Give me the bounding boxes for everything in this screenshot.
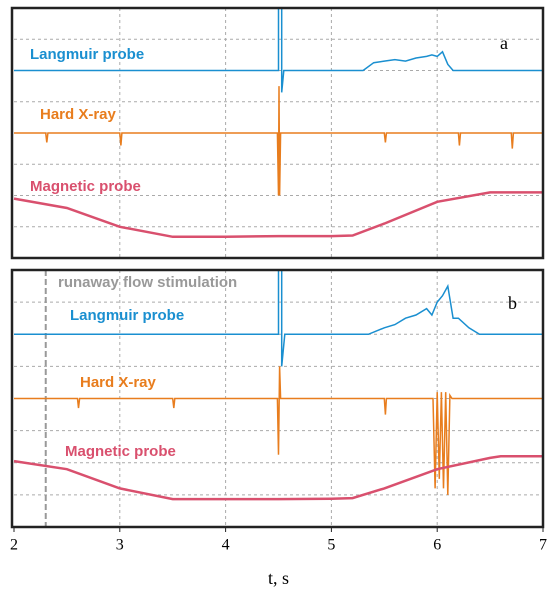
x-tick-label: 3 <box>116 537 124 554</box>
series-line <box>13 191 543 239</box>
x-tick-label: 6 <box>433 537 441 554</box>
series-label: Hard X-ray <box>80 374 157 391</box>
series-label: Langmuir probe <box>70 307 184 324</box>
series-label: Langmuir probe <box>30 46 144 63</box>
x-axis-label: t, s <box>268 568 289 588</box>
panel-frame <box>10 268 545 529</box>
series-line <box>13 455 543 501</box>
x-tick-label: 4 <box>222 537 230 554</box>
panel-letter: b <box>508 293 517 313</box>
series-line <box>14 366 543 495</box>
series-label: Hard X-ray <box>40 106 117 123</box>
panel-letter: a <box>500 33 508 53</box>
panel-frame <box>10 6 545 260</box>
x-tick-label: 5 <box>327 537 335 554</box>
series-label: Magnetic probe <box>30 178 141 195</box>
series-label: Magnetic probe <box>65 443 176 460</box>
x-tick-label: 7 <box>539 537 547 554</box>
x-tick-label: 2 <box>10 537 18 554</box>
annotation: runaway flow stimulation <box>58 274 237 291</box>
series-line <box>14 86 543 196</box>
